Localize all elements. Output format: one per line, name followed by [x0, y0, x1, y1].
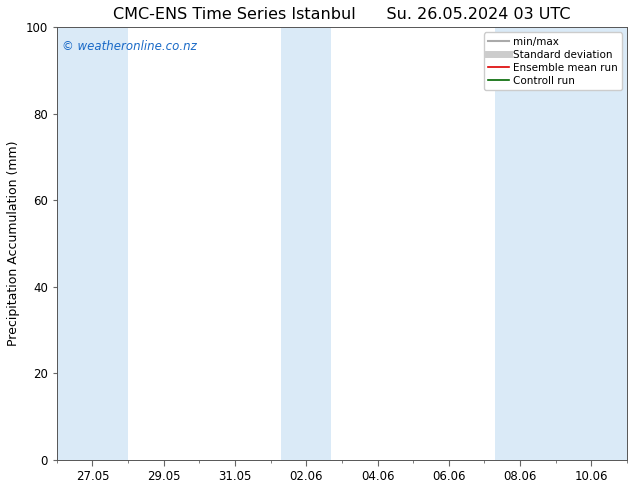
Y-axis label: Precipitation Accumulation (mm): Precipitation Accumulation (mm): [7, 141, 20, 346]
Text: © weatheronline.co.nz: © weatheronline.co.nz: [63, 40, 197, 53]
Bar: [495, 27, 627, 460]
Bar: [281, 27, 331, 460]
Bar: [57, 27, 128, 460]
Legend: min/max, Standard deviation, Ensemble mean run, Controll run: min/max, Standard deviation, Ensemble me…: [484, 32, 622, 90]
Title: CMC-ENS Time Series Istanbul      Su. 26.05.2024 03 UTC: CMC-ENS Time Series Istanbul Su. 26.05.2…: [113, 7, 571, 22]
